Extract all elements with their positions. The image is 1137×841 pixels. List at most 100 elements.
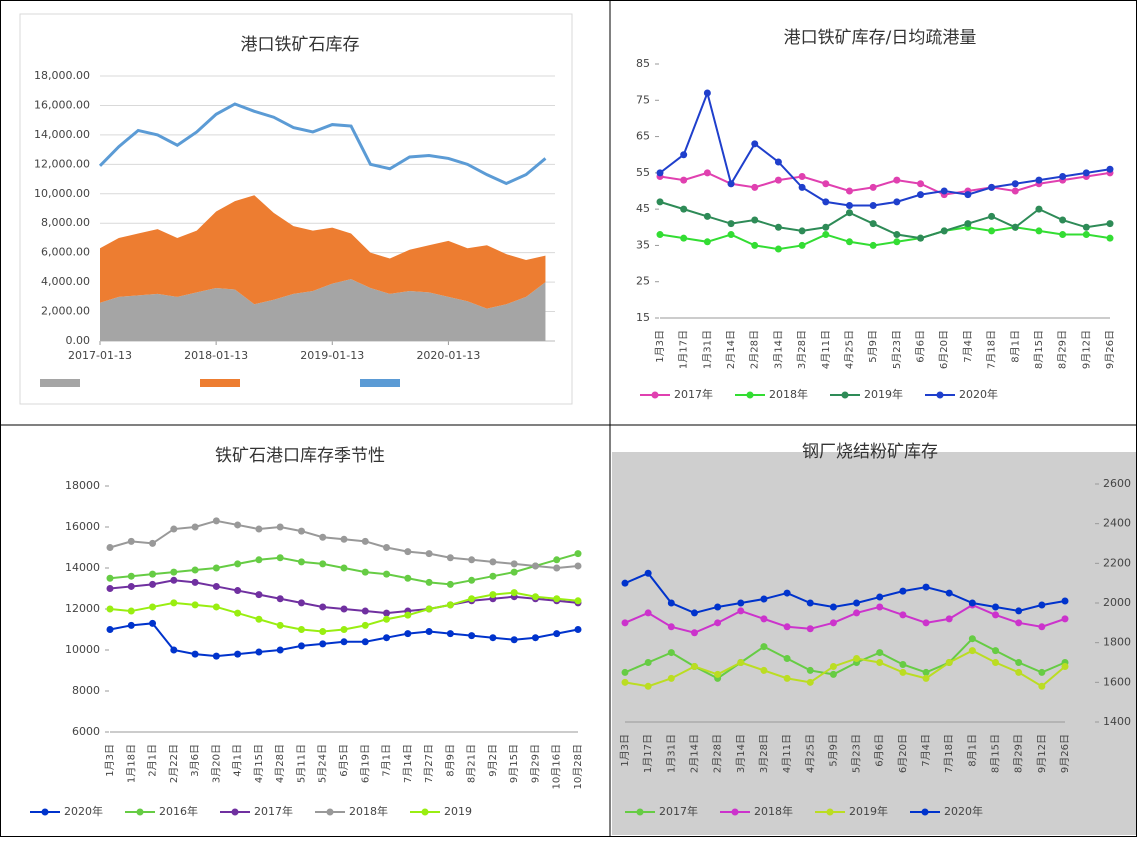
point (319, 534, 326, 541)
x-tick-label: 4月28日 (274, 744, 286, 783)
x-tick-label: 2月14日 (688, 734, 700, 773)
point (447, 630, 454, 637)
point (645, 609, 652, 616)
legend-swatch (200, 379, 240, 387)
legend-marker (842, 392, 849, 399)
point (870, 242, 877, 249)
point (468, 556, 475, 563)
point (255, 649, 262, 656)
point (511, 569, 518, 576)
point (1062, 598, 1069, 605)
point (917, 191, 924, 198)
point (775, 224, 782, 231)
point (1083, 231, 1090, 238)
point (622, 669, 629, 676)
point (830, 619, 837, 626)
point (489, 573, 496, 580)
point (1038, 623, 1045, 630)
point (853, 600, 860, 607)
point (799, 173, 806, 180)
point (255, 556, 262, 563)
point (383, 616, 390, 623)
x-tick-label: 9月2日 (487, 744, 499, 777)
x-tick-label: 2月1日 (147, 744, 159, 777)
y-tick-label: 18,000.00 (34, 69, 90, 82)
point (234, 587, 241, 594)
point (680, 206, 687, 213)
point (1083, 224, 1090, 231)
x-tick-label: 5月9日 (867, 330, 879, 363)
point (447, 581, 454, 588)
y-tick-label: 10,000.00 (34, 187, 90, 200)
point (807, 625, 814, 632)
x-tick-label: 8月1日 (1009, 330, 1021, 363)
legend-marker (422, 809, 429, 816)
point (107, 575, 114, 582)
point (341, 565, 348, 572)
point (645, 683, 652, 690)
point (876, 603, 883, 610)
point (532, 634, 539, 641)
point (691, 663, 698, 670)
point (319, 560, 326, 567)
legend-label: 2017年 (254, 804, 293, 818)
point (532, 593, 539, 600)
point (511, 636, 518, 643)
point (383, 634, 390, 641)
y-tick-label: 55 (636, 166, 650, 179)
point (192, 579, 199, 586)
y-tick-label: 1800 (1103, 636, 1131, 649)
point (737, 607, 744, 614)
point (657, 198, 664, 205)
point (1035, 177, 1042, 184)
x-tick-label: 8月9日 (444, 744, 456, 777)
point (553, 556, 560, 563)
point (992, 611, 999, 618)
point (917, 180, 924, 187)
point (362, 608, 369, 615)
x-tick-label: 7月4日 (920, 734, 932, 767)
legend-swatch (360, 379, 400, 387)
legend-label: 2019 (444, 805, 472, 818)
point (714, 619, 721, 626)
x-tick-label: 9月15日 (508, 744, 520, 783)
point (170, 647, 177, 654)
x-tick-label: 9月26日 (1059, 734, 1071, 773)
point (807, 600, 814, 607)
x-tick-label: 1月31日 (665, 734, 677, 773)
point (870, 202, 877, 209)
point (680, 151, 687, 158)
y-tick-label: 65 (636, 130, 650, 143)
point (775, 177, 782, 184)
point (760, 667, 767, 674)
point (107, 606, 114, 613)
point (149, 603, 156, 610)
x-tick-label: 2月28日 (749, 330, 761, 369)
x-tick-label: 6月20日 (938, 330, 950, 369)
point (426, 606, 433, 613)
point (893, 238, 900, 245)
point (704, 169, 711, 176)
y-tick-label: 35 (636, 238, 650, 251)
x-tick-label: 2月28日 (712, 734, 724, 773)
point (784, 623, 791, 630)
point (213, 603, 220, 610)
y-tick-label: 2600 (1103, 477, 1131, 490)
x-tick-label: 6月20日 (897, 734, 909, 773)
y-tick-label: 2,000.00 (41, 305, 90, 318)
point (784, 590, 791, 597)
point (992, 603, 999, 610)
point (341, 606, 348, 613)
point (1038, 601, 1045, 608)
point (822, 224, 829, 231)
point (737, 600, 744, 607)
dashboard: 港口铁矿石库存0.002,000.004,000.006,000.008,000… (0, 0, 1137, 837)
point (298, 599, 305, 606)
point (728, 220, 735, 227)
x-tick-label: 10月28日 (572, 744, 584, 789)
point (170, 526, 177, 533)
point (923, 675, 930, 682)
point (899, 611, 906, 618)
point (404, 612, 411, 619)
x-tick-label: 6月6日 (915, 330, 927, 363)
